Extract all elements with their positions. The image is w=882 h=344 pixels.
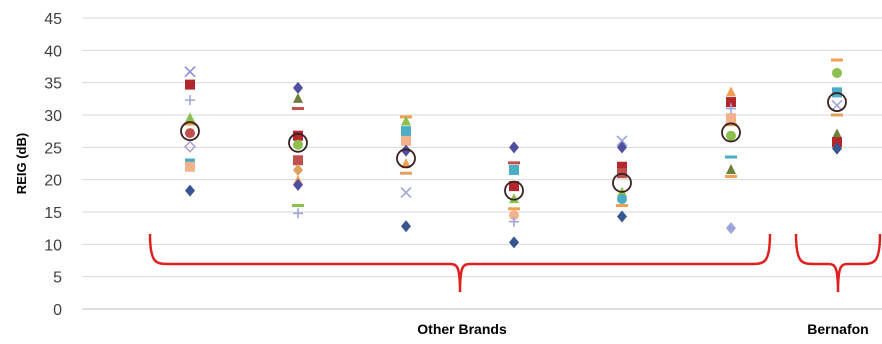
data-point xyxy=(831,99,843,111)
data-point xyxy=(185,112,195,123)
data-point xyxy=(401,158,411,169)
data-point xyxy=(508,207,520,211)
group-bracket xyxy=(794,233,882,293)
data-point xyxy=(401,115,411,126)
data-point xyxy=(509,181,519,192)
data-point xyxy=(831,58,843,62)
y-axis-label: REIG (dB) xyxy=(14,133,29,194)
mean-circle xyxy=(827,92,847,112)
y-tick-label: 35 xyxy=(44,76,62,93)
mean-circle xyxy=(396,148,416,169)
data-point xyxy=(831,113,843,117)
data-point xyxy=(726,222,736,235)
data-point xyxy=(509,164,519,175)
y-tick-label: 5 xyxy=(53,270,62,287)
y-tick-label: 0 xyxy=(53,302,62,319)
y-tick-label: 20 xyxy=(44,173,62,190)
y-tick-label: 40 xyxy=(44,43,62,60)
data-point xyxy=(726,113,736,124)
data-point xyxy=(185,161,195,172)
gridlines xyxy=(82,17,882,310)
y-tick-label: 30 xyxy=(44,108,62,125)
data-point xyxy=(726,86,736,97)
group-brackets xyxy=(148,233,882,293)
data-point xyxy=(401,126,411,137)
mean-circle xyxy=(180,121,200,142)
data-point xyxy=(292,107,304,111)
data-point xyxy=(617,141,627,154)
group-label: Bernafon xyxy=(807,321,868,337)
mean-circle xyxy=(721,122,741,143)
data-point xyxy=(509,193,519,204)
data-point xyxy=(293,178,303,191)
data-point xyxy=(293,163,303,176)
data-point xyxy=(832,128,842,139)
data-point xyxy=(401,220,411,233)
data-point xyxy=(726,103,736,114)
data-point xyxy=(509,210,519,221)
data-point xyxy=(185,184,195,197)
y-tick-label: 15 xyxy=(44,205,62,222)
data-point xyxy=(832,142,842,155)
data-point xyxy=(400,187,412,199)
mean-circle xyxy=(612,172,632,193)
data-point xyxy=(509,216,519,227)
data-point xyxy=(293,155,303,166)
data-point xyxy=(726,163,736,174)
mean-markers xyxy=(180,92,847,201)
y-tick-label: 45 xyxy=(44,11,62,28)
data-point xyxy=(832,67,842,78)
data-point xyxy=(617,210,627,223)
data-point xyxy=(617,161,627,172)
data-point xyxy=(293,139,303,150)
data-point xyxy=(184,122,196,126)
data-point xyxy=(293,130,303,141)
data-point xyxy=(616,204,628,208)
data-point xyxy=(184,66,196,78)
mean-circle xyxy=(288,132,308,153)
y-tick-label: 25 xyxy=(44,140,62,157)
data-point xyxy=(509,141,519,154)
y-tick-label: 10 xyxy=(44,237,62,254)
data-point xyxy=(293,81,303,94)
group-label: Other Brands xyxy=(417,321,507,337)
data-point xyxy=(832,137,842,148)
data-point xyxy=(183,140,197,153)
data-point xyxy=(725,174,737,178)
data-point xyxy=(617,194,627,205)
data-point xyxy=(400,171,412,175)
data-point xyxy=(185,128,195,139)
data-point xyxy=(293,92,303,103)
data-point xyxy=(726,130,736,141)
data-point xyxy=(292,204,304,208)
group-bracket xyxy=(148,233,772,293)
data-points xyxy=(183,58,843,249)
mean-circle xyxy=(504,180,524,201)
data-point xyxy=(293,208,303,219)
group-labels: Other Brands Bernafon xyxy=(417,321,868,337)
data-point xyxy=(185,79,195,90)
data-point xyxy=(509,236,519,249)
data-point xyxy=(726,97,736,108)
data-point xyxy=(725,123,737,127)
data-point xyxy=(616,135,628,147)
y-axis-ticks: 0 5 10 15 20 25 30 35 40 45 xyxy=(44,11,62,319)
data-point xyxy=(725,155,737,159)
data-point xyxy=(401,144,411,157)
data-point xyxy=(401,135,411,146)
data-point xyxy=(185,95,195,106)
data-point xyxy=(508,161,520,165)
